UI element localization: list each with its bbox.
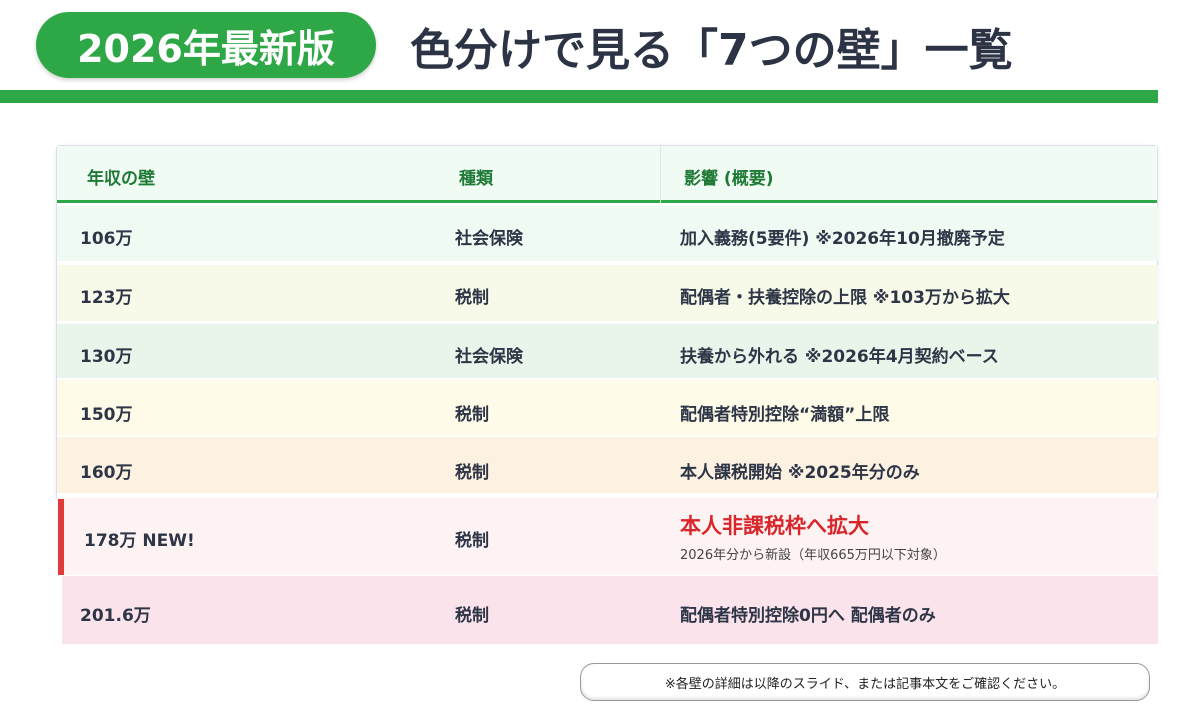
type-cell: 税制 (455, 531, 489, 551)
wall-cell: 123万 (80, 288, 133, 308)
column-header-wall: 年収の壁 (87, 169, 155, 189)
wall-cell: 178万 NEW! (84, 531, 195, 551)
wall-cell: 150万 (80, 405, 133, 425)
wall-cell: 201.6万 (80, 606, 151, 626)
impact-cell: 扶養から外れる ※2026年4月契約ベース (680, 347, 999, 367)
wall-cell: 130万 (80, 347, 133, 367)
impact-cell: 配偶者・扶養控除の上限 ※103万から拡大 (680, 288, 1010, 308)
table-row: 106万 社会保険 加入義務(5要件) ※2026年10月撤廃予定 (57, 206, 1158, 261)
type-cell: 社会保険 (455, 229, 523, 249)
impact-cell: 本人課税開始 ※2025年分のみ (680, 463, 920, 483)
impact-cell: 配偶者特別控除“満額”上限 (680, 405, 890, 425)
table-header: 年収の壁 種類 影響 (概要) (57, 146, 1157, 203)
page-title: 色分けで見る「7つの壁」一覧 (410, 25, 1013, 76)
type-cell: 税制 (455, 606, 489, 626)
title-underline (0, 90, 1158, 103)
table-row-highlight: 178万 NEW! 税制 本人非課税枠へ拡大 2026年分から新設（年収665万円以下… (62, 498, 1158, 575)
table-row: 123万 税制 配偶者・扶養控除の上限 ※103万から拡大 (57, 265, 1158, 321)
impact-subtext: 2026年分から新設（年収665万円以下対象） (680, 548, 946, 563)
impact-cell: 配偶者特別控除0円へ 配偶者のみ (680, 606, 936, 626)
impact-cell: 本人非課税枠へ拡大 (680, 514, 869, 538)
footnote: ※各壁の詳細は以降のスライド、または記事本文をご確認ください。 (580, 663, 1150, 701)
column-header-type: 種類 (459, 169, 493, 189)
type-cell: 税制 (455, 405, 489, 425)
wall-cell: 160万 (80, 463, 133, 483)
type-cell: 税制 (455, 288, 489, 308)
edition-badge: 2026年最新版 (36, 12, 376, 78)
wall-cell: 106万 (80, 229, 133, 249)
table-row: 130万 社会保険 扶養から外れる ※2026年4月契約ベース (57, 324, 1158, 378)
table-row: 201.6万 税制 配偶者特別控除0円へ 配偶者のみ (62, 576, 1158, 644)
column-divider (660, 146, 661, 203)
table-row: 160万 税制 本人課税開始 ※2025年分のみ (57, 437, 1158, 493)
table-row: 150万 税制 配偶者特別控除“満額”上限 (57, 380, 1158, 436)
type-cell: 税制 (455, 463, 489, 483)
impact-cell: 加入義務(5要件) ※2026年10月撤廃予定 (680, 229, 1005, 249)
new-accent-bar (58, 499, 64, 575)
column-header-impact: 影響 (概要) (684, 169, 774, 189)
type-cell: 社会保険 (455, 347, 523, 367)
